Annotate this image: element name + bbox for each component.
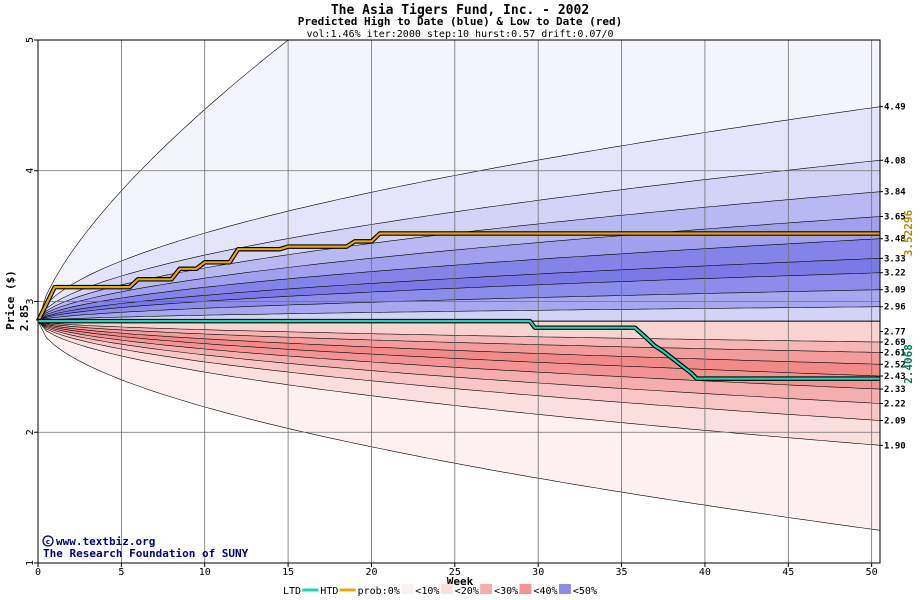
- band-line-11: [37, 320, 881, 446]
- band-line-9: [37, 306, 881, 322]
- right-band-label: 4.08: [884, 156, 906, 166]
- x-tick-label: 35: [616, 567, 628, 578]
- y-tick-label: 4: [25, 168, 36, 174]
- credit-site[interactable]: www.textbiz.org: [56, 535, 155, 548]
- x-tick-label: 5: [118, 567, 124, 578]
- legend-item-label: <20%: [455, 586, 479, 597]
- x-tick-label: 15: [282, 567, 294, 578]
- band-line-18: [37, 320, 881, 343]
- band-line-14: [37, 320, 881, 390]
- y-tick-label: 3: [25, 298, 36, 304]
- right-band-label: 3.09: [884, 286, 906, 296]
- credits: c www.textbiz.org The Research Foundatio…: [42, 535, 249, 560]
- band-line-5: [37, 238, 881, 322]
- right-band-label: 2.43: [884, 372, 906, 382]
- legend-swatch: [401, 584, 414, 594]
- right-band-label: 2.61: [884, 348, 906, 358]
- band-line-10: [37, 320, 881, 531]
- chart-params: vol:1.46% iter:2000 step:10 hurst:0.57 d…: [306, 29, 613, 40]
- right-band-label: 2.33: [884, 385, 906, 395]
- y-tick-label: 1: [25, 560, 36, 566]
- ltd-line: [38, 320, 880, 380]
- high-band-9: [38, 306, 880, 322]
- right-band-label: 2.52: [884, 360, 906, 370]
- band-line-1: [37, 106, 881, 322]
- legend-prob-label: prob:0%: [358, 586, 400, 597]
- legend-ltd-label: LTD: [283, 586, 301, 597]
- right-band-label: 3.48: [884, 235, 906, 245]
- right-band-label: 2.22: [884, 399, 906, 409]
- low-band-8: [38, 321, 880, 342]
- credit-org: The Research Foundation of SUNY: [43, 547, 249, 560]
- right-band-label: 2.09: [884, 416, 906, 426]
- band-line-16: [37, 320, 881, 365]
- htd-line: [37, 232, 880, 322]
- ltd-final-label: 2.4068: [902, 344, 915, 384]
- chart-title: The Asia Tigers Fund, Inc. - 2002: [331, 3, 589, 18]
- x-tick-label: 10: [199, 567, 211, 578]
- x-tick-label: 50: [866, 567, 878, 578]
- legend-swatch: [480, 584, 493, 594]
- band-line-15: [37, 320, 881, 377]
- band-line-7: [37, 272, 881, 322]
- right-band-label: 3.33: [884, 254, 906, 264]
- right-band-label: 3.84: [884, 188, 906, 198]
- start-price-label: 2.85: [18, 305, 31, 332]
- legend-item-label: <10%: [415, 586, 439, 597]
- band-line-6: [37, 258, 881, 322]
- y-tick-label: 2: [25, 429, 36, 435]
- y-tick-label: 5: [25, 37, 36, 43]
- x-tick-label: 0: [35, 567, 41, 578]
- band-line-17: [37, 320, 881, 353]
- htd-final-label: 3.52296: [902, 209, 915, 256]
- copyright-icon-letter: c: [46, 538, 50, 546]
- legend-item-label: <30%: [494, 586, 518, 597]
- plot-area: 0 5 10 15 20 25 30 35 40 45 50123454.494.083.843.6…: [25, 37, 906, 578]
- x-tick-label: 30: [532, 567, 544, 578]
- x-tick-label: 45: [782, 567, 794, 578]
- legend-swatch: [440, 584, 453, 594]
- legend-item-label: <50%: [573, 586, 597, 597]
- right-band-label: 2.77: [884, 328, 906, 338]
- legend-swatch: [519, 584, 532, 594]
- right-band-label: 2.69: [884, 338, 906, 348]
- legend-swatch: [558, 584, 571, 594]
- band-line-8: [37, 289, 881, 322]
- x-tick-label: 40: [699, 567, 711, 578]
- band-line-4: [37, 216, 881, 322]
- right-band-label: 3.65: [884, 213, 906, 223]
- y-axis-label: Price ($): [4, 270, 17, 330]
- band-line-13: [37, 320, 881, 404]
- band-line-12: [37, 320, 881, 421]
- legend: LTD HTD prob:0% <10% <20% <30% <40% <50%: [283, 584, 597, 597]
- right-band-label: 3.22: [884, 269, 906, 279]
- right-band-label: 4.49: [884, 103, 906, 113]
- copyright-icon: [42, 535, 54, 547]
- legend-htd-label: HTD: [320, 586, 338, 597]
- legend-item-label: <40%: [534, 586, 558, 597]
- band-line-2: [37, 160, 881, 322]
- x-axis-label: Week: [447, 575, 474, 588]
- right-band-label: 2.96: [884, 303, 906, 313]
- x-tick-label: 25: [449, 567, 461, 578]
- x-tick-label: 20: [365, 567, 377, 578]
- chart-subtitle: Predicted High to Date (blue) & Low to D…: [298, 15, 623, 28]
- right-band-label: 1.90: [884, 441, 906, 451]
